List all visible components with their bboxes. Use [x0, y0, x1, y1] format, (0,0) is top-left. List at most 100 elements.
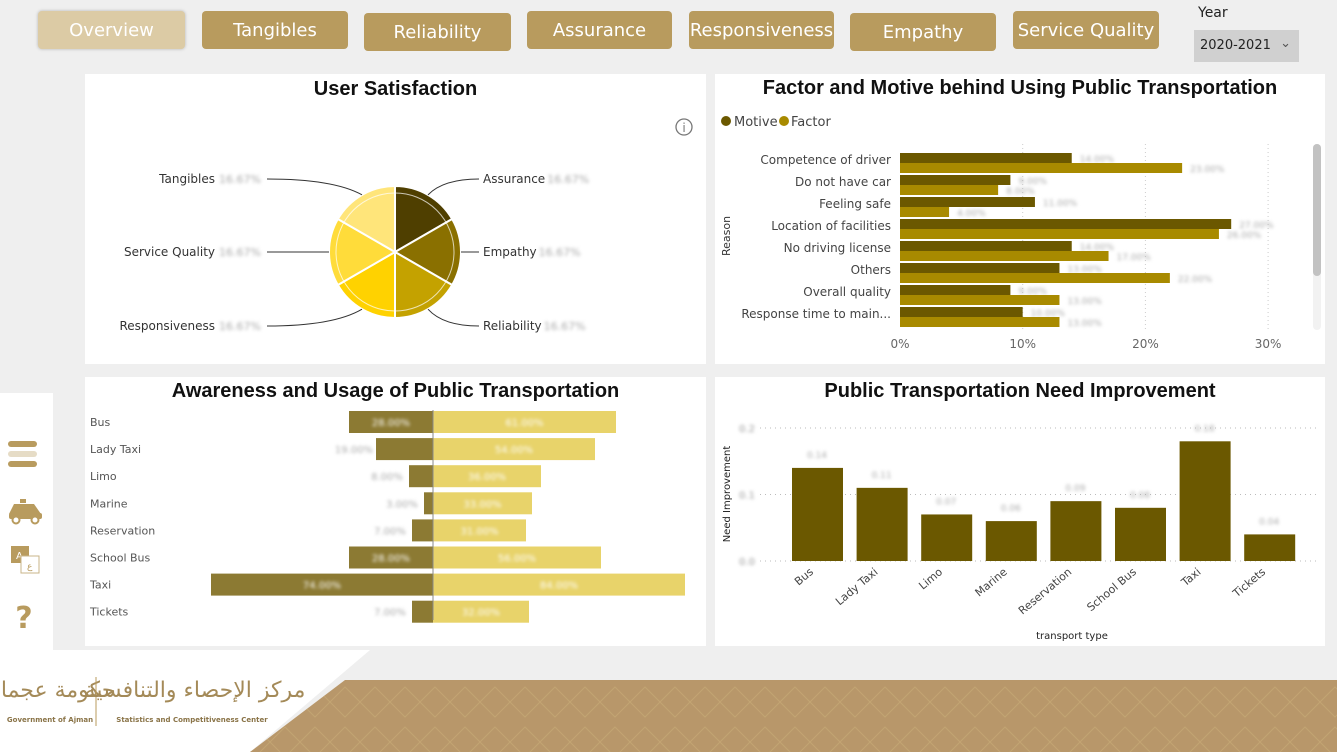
bar-factor [900, 273, 1170, 283]
x-tick-label: Reservation [1016, 565, 1074, 617]
nav-empathy[interactable]: Empathy [850, 13, 996, 51]
x-tick-label: School Bus [1084, 565, 1139, 614]
nav-service-quality[interactable]: Service Quality [1013, 11, 1159, 49]
data-label: 3.00% [386, 499, 418, 510]
year-label: Year [1198, 5, 1228, 21]
category-label: Competence of driver [760, 153, 891, 167]
bar-right [433, 411, 616, 433]
category-label: Marine [90, 497, 128, 510]
data-label: 9.00% [1018, 177, 1047, 187]
slice-label: Reliability [483, 319, 542, 333]
bar [856, 487, 908, 561]
chevron-down-icon: ⌄ [1280, 36, 1291, 51]
need-improvement-panel: Public Transportation Need Improvement 0… [715, 377, 1325, 646]
leader-line [266, 178, 363, 196]
need-improvement-chart: 0.0 0.1 0.2 Need Improvement transport type 0… [722, 424, 1320, 642]
data-label: 22.00% [1178, 275, 1213, 285]
slice-label: Service Quality [124, 245, 215, 259]
data-label: 0.07 [936, 497, 956, 507]
data-label: 10.00% [1031, 309, 1066, 319]
bar-right [433, 492, 532, 515]
data-label: 0.04 [1259, 517, 1279, 527]
year-dropdown[interactable]: 2020-2021 ⌄ [1194, 30, 1299, 62]
bar-factor [900, 317, 1060, 327]
slice-value: 16.67% [544, 320, 586, 333]
pie-slice [394, 250, 454, 320]
svg-text:A: A [16, 551, 23, 562]
nav-assurance[interactable]: Assurance [527, 11, 672, 49]
bar-motive [900, 241, 1072, 251]
svg-text:i: i [682, 121, 685, 135]
svg-text:Government of Ajman: Government of Ajman [7, 716, 93, 724]
bar-right [433, 519, 526, 542]
bar-left [412, 519, 433, 542]
data-label: 13.00% [1067, 319, 1102, 329]
chart-title: Factor and Motive behind Using Public Tr… [762, 77, 1278, 99]
nav-reliability[interactable]: Reliability [364, 13, 511, 51]
data-label: 74.00% [303, 581, 341, 592]
factor-motive-chart: Motive Factor Reason 0% 10% 20% 30% Competence … [720, 115, 1321, 351]
slice-value: 16.67% [219, 320, 261, 333]
x-tick-label: Taxi [1178, 565, 1203, 589]
scrollbar-thumb[interactable] [1313, 144, 1321, 276]
year-value: 2020-2021 [1200, 38, 1271, 53]
category-label: Reservation [90, 524, 155, 537]
nav-responsiveness[interactable]: Responsiveness [689, 11, 834, 49]
data-label: 0.09 [1065, 484, 1085, 494]
pie-slice [394, 184, 454, 254]
bar-factor [900, 185, 999, 195]
category-label: Taxi [89, 579, 111, 592]
data-label: 32.00% [462, 608, 500, 619]
data-label: 0.11 [872, 471, 892, 481]
data-label: 7.00% [374, 526, 406, 537]
pie-slice [328, 217, 398, 287]
data-label: 8.00% [371, 472, 403, 483]
pie-inner-ring [335, 192, 455, 312]
menu-icon[interactable] [8, 441, 37, 467]
bar-motive [900, 153, 1072, 163]
slice-value: 16.67% [547, 173, 589, 186]
x-tick-label: Limo [916, 565, 945, 592]
data-label: 0.08 [1130, 491, 1150, 501]
axis-title-y: Need Improvement [722, 446, 733, 543]
y-tick-label: 0.2 [739, 424, 755, 435]
bar-right [433, 438, 595, 461]
category-label: Do not have car [795, 175, 891, 189]
x-tick-label: 10% [1009, 337, 1036, 351]
help-icon[interactable]: ? [15, 601, 32, 636]
bar-left [349, 411, 433, 433]
category-label: Tickets [89, 606, 129, 619]
bar-left [349, 546, 433, 569]
data-label: 14.00% [1080, 155, 1115, 165]
bar [985, 521, 1037, 561]
taxi-icon[interactable] [9, 499, 42, 525]
legend-marker [779, 116, 789, 126]
data-label: 0.06 [1001, 504, 1021, 514]
data-label: 84.00% [540, 581, 578, 592]
chart-title: Public Transportation Need Improvement [824, 380, 1216, 402]
nav-overview[interactable]: Overview [38, 11, 185, 49]
bar-factor [900, 295, 1060, 305]
language-icon[interactable]: Aع [11, 546, 40, 574]
slice-value: 16.67% [219, 173, 261, 186]
svg-text:ع: ع [27, 562, 33, 572]
bar-motive [900, 263, 1060, 273]
data-label: 7.00% [374, 608, 406, 619]
data-label: 8.00% [1006, 187, 1035, 197]
chart-title: Awareness and Usage of Public Transporta… [171, 380, 620, 402]
data-label: 28.00% [372, 418, 410, 429]
info-icon[interactable]: i [675, 118, 693, 136]
awareness-chart: Bus 28.00% 61.00% Lady Taxi 19.00% 54.00% Limo… [89, 410, 685, 623]
bar-factor [900, 163, 1183, 173]
data-label: 36.00% [468, 472, 506, 483]
bar [921, 514, 973, 561]
data-label: 9.00% [1018, 287, 1047, 297]
data-label: 26.00% [1227, 231, 1262, 241]
slice-label: Empathy [483, 245, 537, 259]
pie-chart: i Assurance 16.67%Empathy 16.67%Reliabilit… [119, 118, 693, 333]
nav-tangibles[interactable]: Tangibles [202, 11, 348, 49]
data-label: 0.14 [807, 451, 827, 461]
y-tick-label: 0.1 [739, 491, 755, 502]
legend-factor: Factor [791, 115, 831, 130]
factor-motive-panel: Factor and Motive behind Using Public Tr… [715, 74, 1325, 364]
